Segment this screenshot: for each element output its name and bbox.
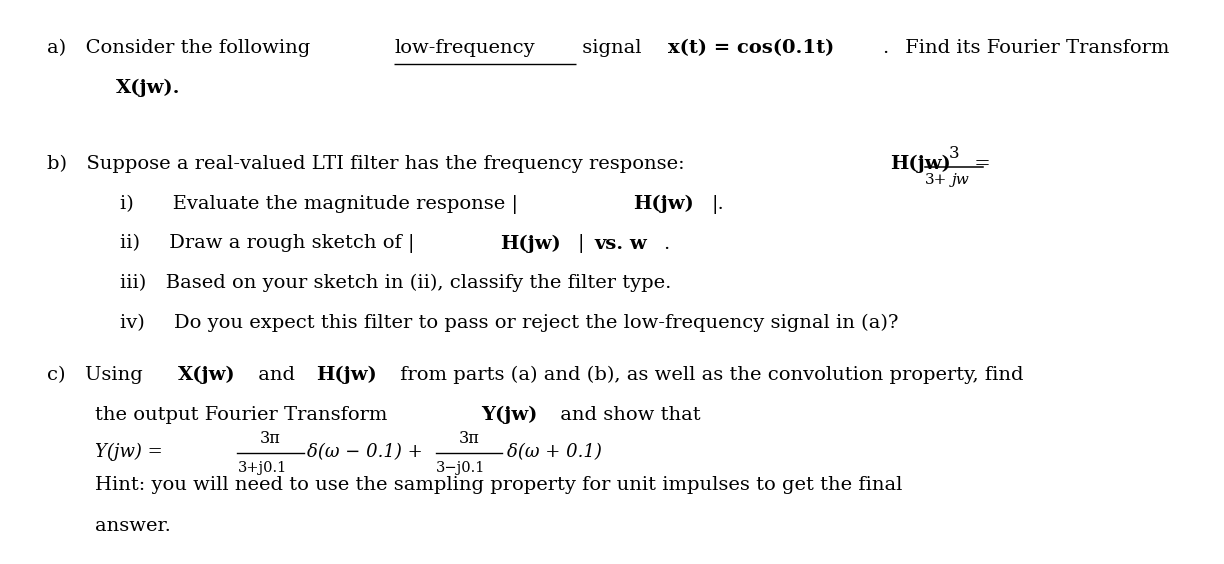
Text: iv)  Do you expect this filter to pass or reject the low-frequency signal in (a): iv) Do you expect this filter to pass or… <box>120 314 898 332</box>
Text: i)  Evaluate the magnitude response |: i) Evaluate the magnitude response | <box>120 195 518 214</box>
Text: H(jw): H(jw) <box>316 366 377 384</box>
Text: Y(jw): Y(jw) <box>481 406 537 424</box>
Text: iii)  Based on your sketch in (ii), classify the filter type.: iii) Based on your sketch in (ii), class… <box>120 274 671 292</box>
Text: c) Using: c) Using <box>47 366 148 384</box>
Text: b) Suppose a real-valued LTI filter has the frequency response:: b) Suppose a real-valued LTI filter has … <box>47 155 700 173</box>
Text: jw: jw <box>952 174 971 187</box>
Text: =: = <box>968 155 991 173</box>
Text: 3π: 3π <box>259 430 282 447</box>
Text: H(jw): H(jw) <box>634 195 694 213</box>
Text: 3+j0.1: 3+j0.1 <box>237 461 286 475</box>
Text: H(jw): H(jw) <box>890 155 951 173</box>
Text: |.: |. <box>712 195 725 214</box>
Text: Hint: you will need to use the sampling property for unit impulses to get the fi: Hint: you will need to use the sampling … <box>95 476 903 494</box>
Text: from parts (a) and (b), as well as the convolution property, find: from parts (a) and (b), as well as the c… <box>394 366 1024 384</box>
Text: X(jw): X(jw) <box>179 366 236 384</box>
Text: 3−j0.1: 3−j0.1 <box>436 461 485 475</box>
Text: H(jw): H(jw) <box>499 235 561 253</box>
Text: and: and <box>252 366 302 384</box>
Text: .  Find its Fourier Transform: . Find its Fourier Transform <box>883 39 1169 57</box>
Text: Y(jw) =: Y(jw) = <box>95 443 169 461</box>
Text: a) Consider the following: a) Consider the following <box>47 39 316 57</box>
Text: δ(ω + 0.1): δ(ω + 0.1) <box>507 443 602 461</box>
Text: answer.: answer. <box>95 517 171 535</box>
Text: 3π: 3π <box>458 430 480 447</box>
Text: 3+: 3+ <box>925 174 947 187</box>
Text: .: . <box>663 235 670 253</box>
Text: x(t) = cos(0.1t): x(t) = cos(0.1t) <box>668 39 835 57</box>
Text: vs. w: vs. w <box>595 235 647 253</box>
Text: X(jw).: X(jw). <box>116 78 181 96</box>
Text: low-frequency: low-frequency <box>394 39 535 57</box>
Text: δ(ω − 0.1) +: δ(ω − 0.1) + <box>307 443 428 461</box>
Text: and show that: and show that <box>553 406 700 424</box>
Text: the output Fourier Transform: the output Fourier Transform <box>95 406 394 424</box>
Text: signal: signal <box>575 39 647 57</box>
Text: |: | <box>578 234 591 253</box>
Text: ii)  Draw a rough sketch of |: ii) Draw a rough sketch of | <box>120 234 415 253</box>
Text: 3: 3 <box>949 145 960 162</box>
